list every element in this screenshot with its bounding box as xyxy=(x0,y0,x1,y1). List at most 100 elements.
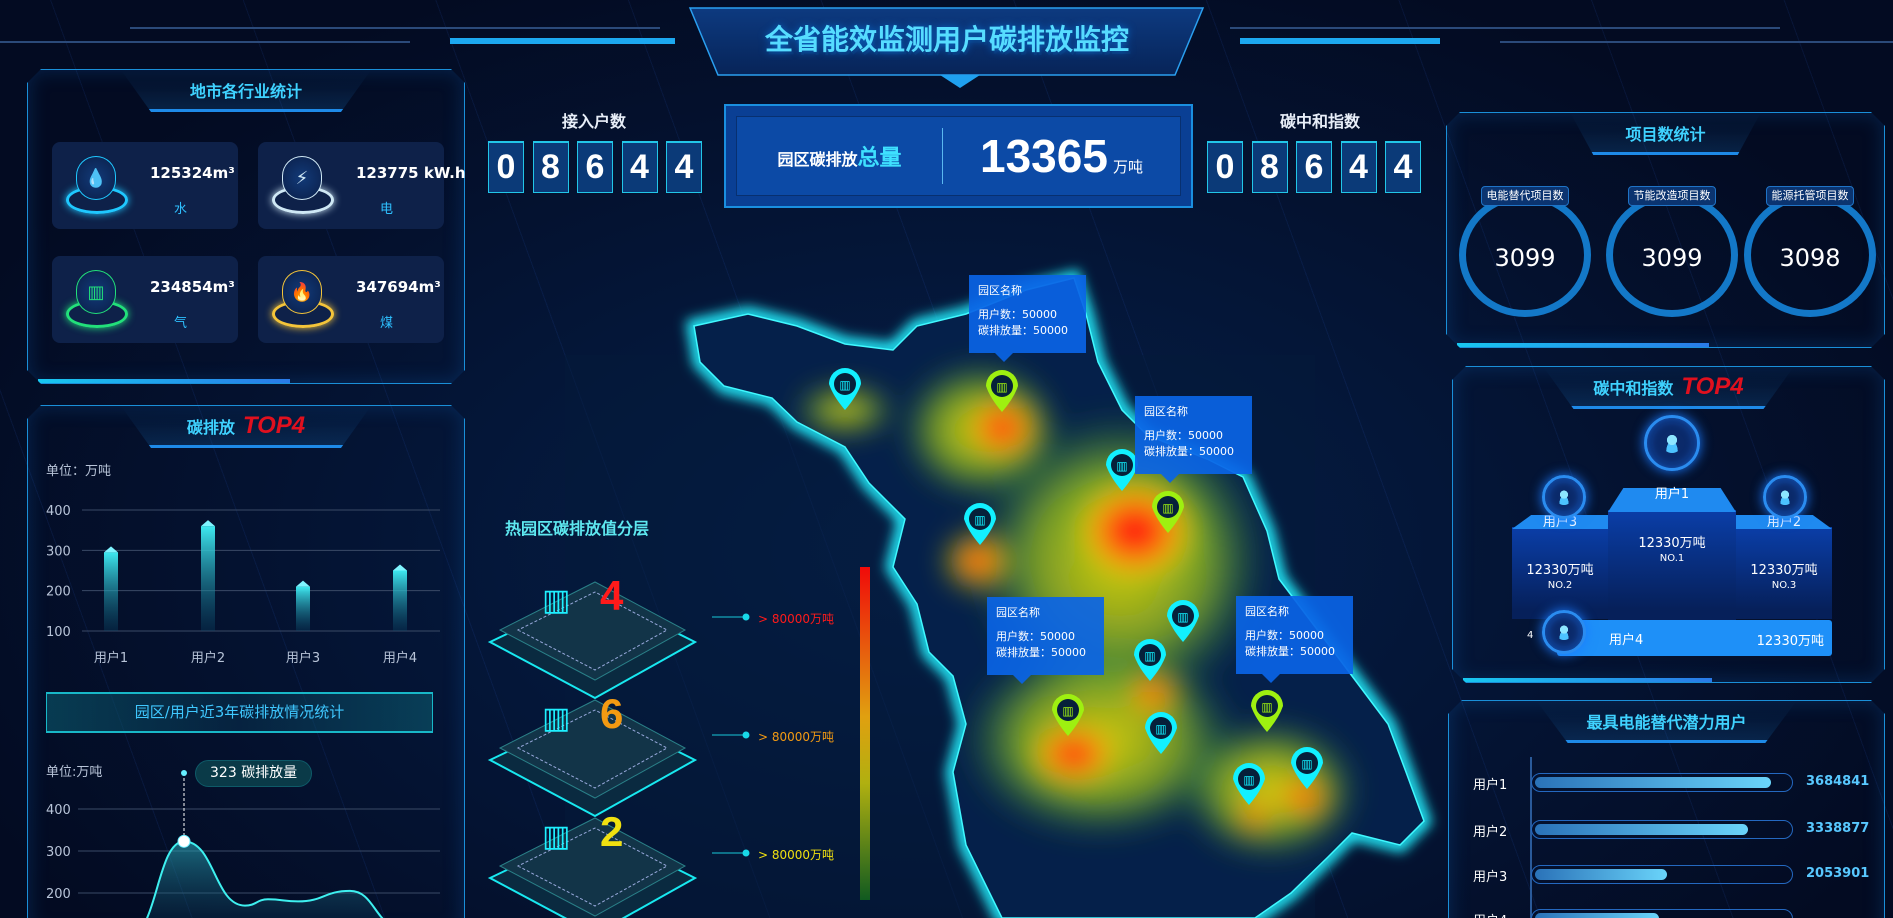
x-tick-label: 用户3 xyxy=(286,650,320,666)
avatar-icon xyxy=(1542,475,1586,519)
digit-box: 8 xyxy=(532,141,569,193)
park-marker[interactable]: ▥ xyxy=(1145,712,1177,754)
park-users: 用户数：50000 xyxy=(1144,429,1223,442)
panel-title: 项目数统计 xyxy=(1571,113,1761,155)
bar-cap xyxy=(296,580,310,587)
x-tick-label: 用户1 xyxy=(94,650,128,666)
park-marker[interactable]: ▥ xyxy=(986,370,1018,412)
podium-name: 用户3 xyxy=(1542,515,1578,530)
project-label: 电能替代项目数 xyxy=(1481,186,1569,206)
park-marker[interactable]: ▥ xyxy=(1251,690,1283,732)
fourth-name: 用户4 xyxy=(1609,633,1644,648)
projects-panel: 项目数统计 xyxy=(1446,112,1885,348)
industry-card: ⚡ 123775 kW.h 电 xyxy=(258,142,466,229)
park-users: 用户数：50000 xyxy=(996,630,1075,643)
podium-third: 用户2 12330万吨 NO.3 xyxy=(1736,515,1832,619)
avatar-icon xyxy=(1763,475,1807,519)
axis-line xyxy=(1530,757,1532,918)
potential-bar xyxy=(1531,909,1793,918)
panel-title: 碳排放 TOP4 xyxy=(121,406,371,448)
project-label: 节能改造项目数 xyxy=(1628,186,1716,206)
series-line xyxy=(145,840,384,918)
digit-box: 6 xyxy=(1296,141,1332,193)
neutral-top4-panel: 碳中和指数 TOP4 xyxy=(1452,366,1885,683)
top4-badge: TOP4 xyxy=(1681,372,1744,400)
digit-box: 0 xyxy=(488,141,524,193)
building-icon: ▥ xyxy=(1116,459,1127,473)
carbon-bar-chart: 100 200 300 400 用户1 用户2 用户3 用户4 xyxy=(46,504,440,666)
potential-bar xyxy=(1531,773,1793,792)
chart-tooltip: 323 碳排放量 xyxy=(195,760,313,787)
bar xyxy=(104,552,118,631)
heat-color-scale xyxy=(860,567,870,900)
bar-cap xyxy=(201,520,215,527)
podium-name: 用户2 xyxy=(1766,515,1802,530)
park-marker[interactable]: ▥ xyxy=(964,503,996,545)
title-text: 碳中和指数 xyxy=(1593,378,1674,398)
carbon-trend-chart: 200 300 400 xyxy=(46,770,440,918)
fourth-place-bar: 用户4 12330万吨 xyxy=(1557,620,1832,656)
layer-platform: ▥ xyxy=(487,581,750,700)
carbon-top4-panel: 碳排放 TOP4 xyxy=(27,405,465,918)
data-point[interactable] xyxy=(177,834,191,848)
bar xyxy=(393,570,407,631)
building-icon: ▥ xyxy=(1301,757,1312,771)
park-marker[interactable]: ▥ xyxy=(1233,763,1265,805)
digit-box: 4 xyxy=(621,141,658,193)
card-label: 电 xyxy=(380,202,394,217)
user-label: 用户2 xyxy=(1473,825,1508,840)
title-text: 碳排放 xyxy=(186,417,235,437)
card-value: 125324m³ xyxy=(150,164,235,182)
park-name: 园区名称 xyxy=(978,284,1022,297)
park-marker[interactable]: ▥ xyxy=(1291,747,1323,789)
bar-cap xyxy=(393,564,407,571)
podium-rank: NO.2 xyxy=(1547,580,1573,591)
access-label: 接入户数 xyxy=(562,112,627,131)
user-label: 用户4 xyxy=(1473,910,1507,918)
building-icon: ▥ xyxy=(839,378,850,392)
highlight-dot xyxy=(181,770,187,776)
podium-value: 12330万吨 xyxy=(1526,563,1594,578)
panel-title: 碳中和指数 TOP4 xyxy=(1544,367,1794,409)
y-tick-label: 200 xyxy=(46,585,71,600)
park-marker[interactable]: ▥ xyxy=(1167,600,1199,642)
industry-card: 🔥 347694m³ 煤 xyxy=(258,256,444,343)
project-label: 能源托管项目数 xyxy=(1766,186,1854,206)
trend-banner: 园区/用户近3年碳排放情况统计 xyxy=(46,692,433,733)
park-marker[interactable]: ▥ xyxy=(1134,639,1166,681)
total-label: 园区碳排放总量 xyxy=(737,140,942,172)
building-icon: ▥ xyxy=(1261,700,1272,714)
building-icon: ▥ xyxy=(996,380,1007,394)
layer-platform: ▥ xyxy=(487,699,750,818)
building-icon: ▥ xyxy=(542,583,570,618)
park-emission: 碳排放量：50000 xyxy=(1245,645,1335,658)
digit-box: 4 xyxy=(666,141,702,193)
park-marker[interactable]: ▥ xyxy=(1106,449,1138,491)
building-icon: ▥ xyxy=(1062,704,1073,718)
tooltip-label: 碳排放量 xyxy=(241,765,298,781)
building-icon: ▥ xyxy=(1177,610,1188,624)
podium-rank: NO.3 xyxy=(1771,580,1797,591)
podium-second: 用户3 12330万吨 NO.2 xyxy=(1512,515,1608,619)
park-tooltip: 园区名称 用户数：50000 碳排放量：50000 xyxy=(1135,396,1252,483)
park-marker[interactable]: ▥ xyxy=(829,368,861,410)
project-ring: 3099 xyxy=(1459,193,1591,317)
total-label-em: 总量 xyxy=(857,146,902,171)
park-users: 用户数：50000 xyxy=(978,308,1057,321)
card-label: 水 xyxy=(174,202,188,217)
layer-label: > 80000万吨 xyxy=(758,730,835,744)
total-value: 13365 xyxy=(979,130,1108,182)
potential-bar xyxy=(1531,820,1793,839)
building-icon: ▥ xyxy=(1144,649,1155,663)
layer-count: 2 xyxy=(600,808,624,855)
area-fill xyxy=(146,841,383,918)
building-icon: ▥ xyxy=(1155,722,1166,736)
potential-bar-fill xyxy=(1535,913,1660,918)
park-tooltip: 园区名称 用户数：50000 碳排放量：50000 xyxy=(969,275,1086,362)
layer-count: 4 xyxy=(600,572,624,619)
park-marker[interactable]: ▥ xyxy=(1052,694,1084,736)
park-name: 园区名称 xyxy=(1245,605,1289,618)
park-marker[interactable]: ▥ xyxy=(1152,491,1184,533)
potential-bar-fill xyxy=(1535,824,1749,835)
